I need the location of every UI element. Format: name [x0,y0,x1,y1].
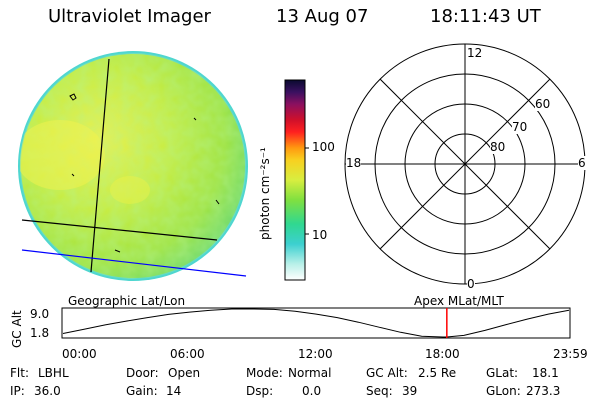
colorbar-tick-10: 10 [312,228,328,242]
lat-label-80: 80 [490,140,506,154]
apex-label: Apex MLat/MLT [414,294,504,308]
altitude-timeline [61,307,571,339]
lat-label-60: 60 [535,97,551,111]
filter-label: Flt: [10,366,29,380]
y-tick-1-8: 1.8 [30,326,50,340]
mlt-label-6: 6 [578,156,586,170]
polar-plot [344,43,586,285]
dsp-label: Dsp: [246,384,274,398]
door-label: Door: [126,366,159,380]
mlt-label-0: 0 [467,277,475,291]
terminator-line [21,249,247,277]
time-label: 18:11:43 UT [430,6,541,27]
x-tick-1200: 12:00 [298,347,333,361]
geographic-label: Geographic Lat/Lon [68,294,186,308]
x-tick-0000: 00:00 [62,347,97,361]
altitude-curve [62,308,570,338]
ip-label: IP: [10,384,25,398]
glon-label: GLon: [486,384,521,398]
date-label: 13 Aug 07 [276,6,369,27]
ip-value: 36.0 [34,384,61,398]
glon-value: 273.3 [526,384,561,398]
seq-label: Seq: [366,384,393,398]
gain-value: 14 [166,384,182,398]
meridian-line [90,58,110,273]
x-tick-0600: 06:00 [170,347,205,361]
mode-label: Mode: [246,366,283,380]
dsp-value: 0.0 [302,384,322,398]
lat-label-70: 70 [512,120,528,134]
mode-value: Normal [288,366,332,380]
colorbar-tick-100: 100 [312,140,335,154]
gain-label: Gain: [126,384,158,398]
seq-value: 39 [402,384,418,398]
gc-alt-axis-label: GC Alt [10,310,24,348]
mlt-label-18: 18 [346,156,362,170]
x-tick-1800: 18:00 [425,347,460,361]
timeline-frame [61,307,571,339]
colorbar-label: photon cm⁻²s⁻¹ [258,147,272,240]
door-value: Open [168,366,201,380]
colorbar [284,79,309,281]
mlt-label-12: 12 [467,46,483,60]
glat-label: GLat: [486,366,519,380]
instrument-title: Ultraviolet Imager [48,6,211,27]
uv-image [18,51,248,281]
parallel-line [21,219,218,241]
y-tick-9: 9.0 [30,307,50,321]
filter-value: LBHL [38,366,69,380]
gcalt-value: 2.5 Re [418,366,457,380]
x-tick-2359: 23:59 [553,347,588,361]
gcalt-label: GC Alt: [366,366,408,380]
glat-value: 18.1 [532,366,559,380]
